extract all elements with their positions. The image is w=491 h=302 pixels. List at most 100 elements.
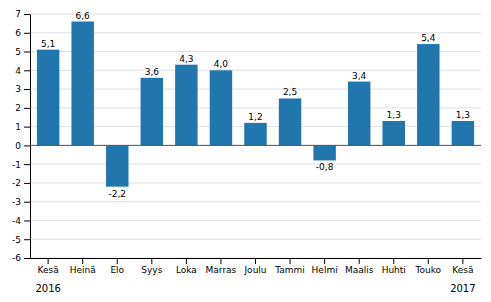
y-tick: -6 xyxy=(12,253,30,263)
y-tick-mark xyxy=(24,52,30,53)
y-tick: 1 xyxy=(15,122,30,132)
x-tick: Maalis xyxy=(345,258,374,275)
y-tick-mark xyxy=(24,89,30,90)
bar xyxy=(279,98,301,145)
data-label: 5,4 xyxy=(421,33,436,43)
y-tick: 2 xyxy=(15,103,30,113)
x-tick-label: Huhti xyxy=(382,265,406,275)
plot: -6-5-4-3-2-101234567KesäHeinäEloSyysLoka… xyxy=(12,9,481,294)
annotations: 2016 2017 xyxy=(35,283,475,294)
data-label: -2,2 xyxy=(108,189,126,199)
y-tick-label: 1 xyxy=(15,122,21,132)
grid-line xyxy=(30,201,481,202)
year-label: 2017 xyxy=(450,283,475,294)
bar xyxy=(141,78,163,146)
y-axis: -6-5-4-3-2-101234567 xyxy=(12,9,30,263)
y-tick: 3 xyxy=(15,84,30,94)
grid xyxy=(30,14,481,258)
y-tick-mark xyxy=(24,14,30,15)
x-tick: Helmi xyxy=(312,258,338,275)
data-label: 1,3 xyxy=(387,110,401,120)
x-tick-mark xyxy=(462,258,463,264)
y-tick-label: 2 xyxy=(15,103,21,113)
data-labels: 5,16,6-2,23,64,34,01,22,5-0,83,41,35,41,… xyxy=(41,11,470,199)
y-tick: -5 xyxy=(12,235,30,245)
x-tick: Syys xyxy=(141,258,162,275)
x-tick-mark xyxy=(428,258,429,264)
y-axis-line xyxy=(30,15,31,259)
x-tick-label: Joulu xyxy=(243,265,266,275)
x-tick-label: Marras xyxy=(206,265,237,275)
x-tick-mark xyxy=(48,258,49,264)
x-tick-label: Tammi xyxy=(274,265,305,275)
y-tick: 4 xyxy=(15,66,30,76)
bar xyxy=(244,123,266,146)
data-label: 4,3 xyxy=(179,54,193,64)
data-label: 6,6 xyxy=(76,11,91,21)
x-tick: Elo xyxy=(110,258,124,275)
x-tick-mark xyxy=(324,258,325,264)
x-tick-label: Kesä xyxy=(452,265,473,275)
y-tick-label: 0 xyxy=(15,141,21,151)
y-tick-mark xyxy=(24,127,30,128)
x-tick: Huhti xyxy=(382,258,406,275)
y-tick-label: 6 xyxy=(15,28,21,38)
y-tick: 5 xyxy=(15,47,30,57)
y-tick-label: -4 xyxy=(12,216,21,226)
grid-line xyxy=(30,164,481,165)
y-tick-mark xyxy=(24,239,30,240)
bar xyxy=(106,145,128,186)
y-tick: -2 xyxy=(12,178,30,188)
bar xyxy=(383,121,405,145)
grid-line xyxy=(30,239,481,240)
x-tick-mark xyxy=(186,258,187,264)
x-tick: Marras xyxy=(206,258,237,275)
y-tick-label: 4 xyxy=(15,66,21,76)
grid-line xyxy=(30,220,481,221)
data-label: -0,8 xyxy=(316,162,334,172)
x-tick-label: Maalis xyxy=(345,265,374,275)
grid-line xyxy=(30,89,481,90)
grid-line xyxy=(30,107,481,108)
y-tick-mark xyxy=(24,33,30,34)
x-axis: Kesä Heinä Elo Syys Loka Marras Joulu Tammi Helm… xyxy=(31,258,482,275)
x-tick: Tammi xyxy=(274,258,305,275)
x-tick-mark xyxy=(82,258,83,264)
x-tick: Loka xyxy=(176,258,197,275)
y-tick: -3 xyxy=(12,197,30,207)
x-tick-mark xyxy=(393,258,394,264)
y-tick-mark xyxy=(24,164,30,165)
x-tick-label: Kesä xyxy=(38,265,59,275)
x-tick-label: Touko xyxy=(415,265,442,275)
bars xyxy=(37,22,474,187)
grid-line xyxy=(30,32,481,33)
bar xyxy=(348,82,370,146)
y-tick-label: -5 xyxy=(12,235,21,245)
x-tick-label: Elo xyxy=(110,265,124,275)
y-tick-mark xyxy=(24,258,30,259)
grid-line xyxy=(30,51,481,52)
x-tick: Kesä xyxy=(38,258,59,275)
y-tick-label: 7 xyxy=(15,9,21,19)
y-tick-label: 5 xyxy=(15,47,21,57)
x-tick: Heinä xyxy=(70,258,96,275)
bar xyxy=(37,50,59,146)
x-tick-mark xyxy=(151,258,152,264)
x-tick: Kesä xyxy=(452,258,473,275)
y-tick-mark xyxy=(24,220,30,221)
grid-line xyxy=(30,70,481,71)
bar xyxy=(71,22,93,146)
x-tick-mark xyxy=(359,258,360,264)
data-label: 4,0 xyxy=(214,59,229,69)
year-label: 2016 xyxy=(35,283,60,294)
x-tick-mark xyxy=(220,258,221,264)
bar xyxy=(313,145,335,160)
x-tick: Joulu xyxy=(243,258,266,275)
data-label: 2,5 xyxy=(283,87,297,97)
grid-line xyxy=(30,14,481,15)
grid-line xyxy=(30,145,481,146)
grid-line xyxy=(30,182,481,183)
x-tick-label: Heinä xyxy=(70,265,96,275)
data-label: 3,4 xyxy=(352,71,367,81)
y-tick-mark xyxy=(24,145,30,146)
